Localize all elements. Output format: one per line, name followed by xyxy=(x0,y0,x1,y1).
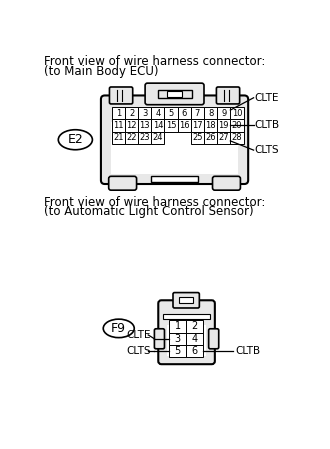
Text: 5: 5 xyxy=(175,346,181,356)
Bar xyxy=(112,119,125,132)
Text: Front view of wire harness connector:: Front view of wire harness connector: xyxy=(44,196,266,208)
Text: CLTS: CLTS xyxy=(126,346,151,356)
Bar xyxy=(169,333,186,345)
Bar xyxy=(204,107,217,119)
Bar xyxy=(178,119,191,132)
Text: 25: 25 xyxy=(192,133,203,142)
Bar xyxy=(186,320,203,333)
Text: 18: 18 xyxy=(205,121,216,130)
Text: 17: 17 xyxy=(192,121,203,130)
Bar xyxy=(230,132,244,144)
Bar xyxy=(230,119,244,132)
Bar xyxy=(167,325,206,356)
Text: 26: 26 xyxy=(205,133,216,142)
Bar xyxy=(217,119,230,132)
FancyBboxPatch shape xyxy=(213,176,241,190)
Text: F9: F9 xyxy=(111,322,126,335)
Text: 20: 20 xyxy=(232,121,242,130)
Bar xyxy=(112,132,125,144)
FancyBboxPatch shape xyxy=(173,293,199,308)
Text: 13: 13 xyxy=(139,121,150,130)
Bar xyxy=(157,90,192,98)
Bar xyxy=(151,176,198,182)
Text: 8: 8 xyxy=(208,109,213,118)
Bar xyxy=(151,132,164,144)
Text: 1: 1 xyxy=(175,321,181,331)
Text: 9: 9 xyxy=(221,109,226,118)
FancyBboxPatch shape xyxy=(154,329,164,349)
Text: CLTE: CLTE xyxy=(254,93,279,103)
Bar xyxy=(191,119,204,132)
Bar xyxy=(138,132,151,144)
Text: (to Automatic Light Control Sensor): (to Automatic Light Control Sensor) xyxy=(44,205,254,218)
Text: 5: 5 xyxy=(168,109,174,118)
Text: 10: 10 xyxy=(232,109,242,118)
Bar xyxy=(186,345,203,357)
Text: CLTE: CLTE xyxy=(126,330,151,340)
Ellipse shape xyxy=(58,130,92,150)
Bar xyxy=(164,107,178,119)
Text: 21: 21 xyxy=(113,133,124,142)
Bar xyxy=(179,297,193,303)
Text: 4: 4 xyxy=(155,109,160,118)
Text: 12: 12 xyxy=(126,121,137,130)
Text: CLTB: CLTB xyxy=(254,120,280,131)
FancyBboxPatch shape xyxy=(110,87,133,104)
Text: CLTB: CLTB xyxy=(235,346,260,356)
Text: 6: 6 xyxy=(182,109,187,118)
Text: 16: 16 xyxy=(179,121,189,130)
Bar xyxy=(164,119,178,132)
Bar xyxy=(169,345,186,357)
Text: 1: 1 xyxy=(116,109,121,118)
FancyBboxPatch shape xyxy=(109,176,137,190)
FancyBboxPatch shape xyxy=(158,300,215,364)
Bar xyxy=(191,132,204,144)
Bar xyxy=(151,107,164,119)
Text: 23: 23 xyxy=(139,133,150,142)
Text: E2: E2 xyxy=(67,133,83,146)
Bar xyxy=(125,119,138,132)
Text: 22: 22 xyxy=(126,133,137,142)
Bar xyxy=(178,107,191,119)
Bar xyxy=(125,132,138,144)
Text: 15: 15 xyxy=(166,121,176,130)
Text: 3: 3 xyxy=(142,109,148,118)
Bar xyxy=(125,107,138,119)
Text: 19: 19 xyxy=(218,121,229,130)
Bar xyxy=(138,119,151,132)
Text: 24: 24 xyxy=(153,133,163,142)
Text: 27: 27 xyxy=(218,133,229,142)
Text: (to Main Body ECU): (to Main Body ECU) xyxy=(44,65,159,78)
FancyBboxPatch shape xyxy=(209,329,219,349)
FancyBboxPatch shape xyxy=(216,87,240,104)
Ellipse shape xyxy=(103,319,134,338)
FancyBboxPatch shape xyxy=(101,96,248,184)
Bar xyxy=(111,123,238,174)
Bar xyxy=(217,107,230,119)
Text: Front view of wire harness connector:: Front view of wire harness connector: xyxy=(44,55,266,68)
Text: 11: 11 xyxy=(113,121,124,130)
Bar xyxy=(204,119,217,132)
Bar xyxy=(169,320,186,333)
Bar xyxy=(138,107,151,119)
Text: 2: 2 xyxy=(192,321,198,331)
Bar xyxy=(191,107,204,119)
Text: 3: 3 xyxy=(175,334,181,344)
Bar xyxy=(217,132,230,144)
Bar xyxy=(112,107,125,119)
Text: 7: 7 xyxy=(195,109,200,118)
Bar xyxy=(204,132,217,144)
Text: 6: 6 xyxy=(192,346,198,356)
Text: 28: 28 xyxy=(232,133,242,142)
Text: CLTS: CLTS xyxy=(254,145,279,155)
Bar xyxy=(163,314,210,319)
Bar xyxy=(167,91,182,97)
FancyBboxPatch shape xyxy=(145,83,204,105)
Bar xyxy=(151,119,164,132)
Text: 4: 4 xyxy=(192,334,198,344)
Text: 14: 14 xyxy=(153,121,163,130)
Text: 2: 2 xyxy=(129,109,134,118)
Bar xyxy=(230,107,244,119)
Bar xyxy=(186,333,203,345)
